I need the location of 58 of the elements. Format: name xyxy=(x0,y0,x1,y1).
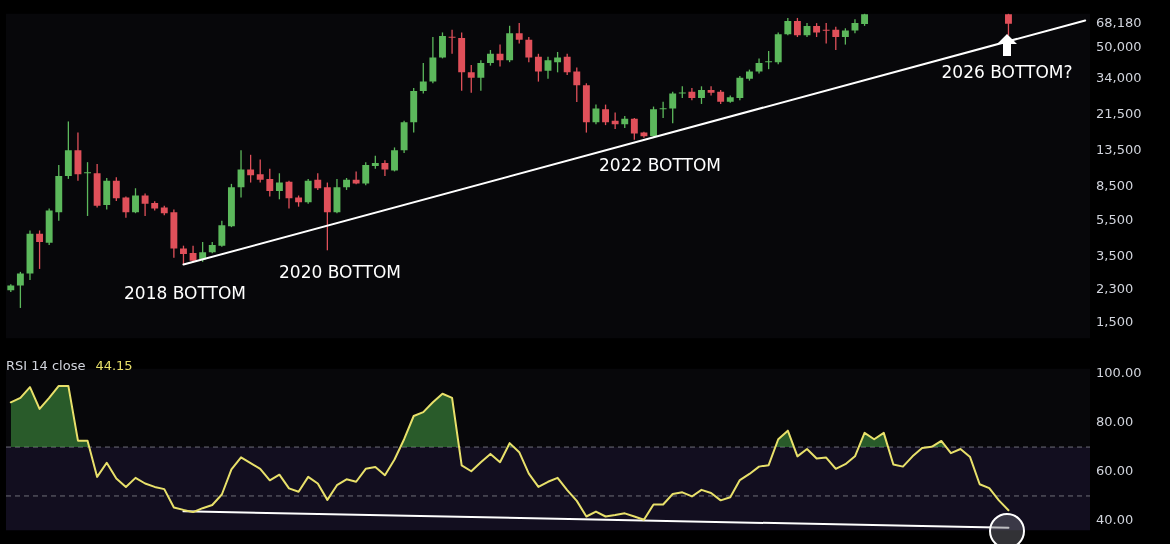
y-tick-label: 50,000 xyxy=(1096,39,1142,55)
candlestick xyxy=(793,17,801,38)
y-tick-label: 5,500 xyxy=(1096,212,1134,228)
candlestick xyxy=(534,53,542,83)
candlestick xyxy=(573,66,581,103)
candlestick xyxy=(602,103,610,126)
candlestick xyxy=(247,154,255,184)
candlestick xyxy=(141,192,149,217)
candlestick xyxy=(362,161,370,186)
candlestick xyxy=(630,117,638,141)
candlestick xyxy=(419,62,427,95)
y-tick-label: 100.00 xyxy=(1096,365,1142,381)
y-tick-label: 8,500 xyxy=(1096,178,1134,194)
candlestick xyxy=(74,131,82,182)
candlestick xyxy=(448,29,456,55)
candlestick xyxy=(218,220,226,248)
candlestick xyxy=(304,178,312,205)
y-tick-label: 40.00 xyxy=(1096,511,1134,527)
candlestick xyxy=(544,56,552,80)
candlestick xyxy=(707,85,715,97)
candlestick xyxy=(477,59,485,92)
y-tick-label: 2,300 xyxy=(1096,280,1134,296)
y-tick-label: 13,500 xyxy=(1096,142,1142,157)
candlestick xyxy=(36,229,44,270)
candlestick xyxy=(659,101,667,119)
annotation: 2022 BOTTOM xyxy=(599,155,721,175)
y-tick-label: 1,500 xyxy=(1096,314,1134,330)
candlestick xyxy=(275,172,283,200)
annotation: 44.15 xyxy=(95,358,133,373)
candlestick xyxy=(84,161,91,217)
candlestick xyxy=(467,64,475,94)
candlestick xyxy=(832,26,840,51)
annotation: 2018 BOTTOM xyxy=(124,283,246,303)
candlestick xyxy=(256,158,264,184)
candlestick xyxy=(439,31,446,60)
candlestick xyxy=(822,22,830,45)
y-tick-label: 60.00 xyxy=(1096,462,1134,478)
candlestick xyxy=(112,176,120,202)
annotation: 2026 BOTTOM? xyxy=(941,62,1073,82)
candlestick xyxy=(765,50,773,70)
candlestick xyxy=(266,168,274,198)
y-tick-label: 3,500 xyxy=(1096,247,1134,263)
chart-title: RSI 14 close xyxy=(6,358,86,373)
candlestick xyxy=(122,195,130,219)
candlestick xyxy=(16,271,24,309)
candlestick xyxy=(391,146,398,173)
candlestick xyxy=(525,36,533,63)
candlestick xyxy=(132,187,139,214)
y-tick-label: 34,000 xyxy=(1096,69,1142,85)
y-tick-label: 80.00 xyxy=(1096,413,1134,429)
candlestick xyxy=(669,91,677,124)
candlestick xyxy=(736,75,744,101)
y-tick-label: 21,500 xyxy=(1096,105,1142,121)
candlestick xyxy=(180,245,187,265)
candlestick xyxy=(563,53,571,76)
y-tick-label: 68,180 xyxy=(1096,15,1142,31)
candlestick xyxy=(515,22,523,45)
annotation: 2020 BOTTOM xyxy=(279,262,401,282)
